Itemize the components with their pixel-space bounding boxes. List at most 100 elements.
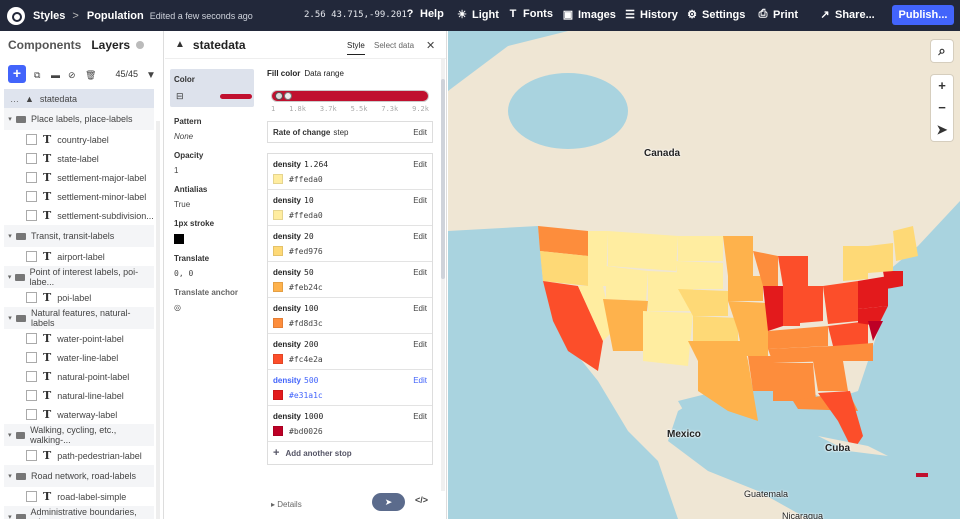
hide-eye-icon[interactable]: ⊘ [68,69,76,80]
stop-edit-button[interactable]: Edit [413,268,427,277]
stop-edit-button[interactable]: Edit [413,340,427,349]
color-stop-row[interactable]: density 500 Edit #e31a1c [268,370,432,406]
stop-color-swatch[interactable] [273,354,283,364]
color-ramp-slider[interactable] [271,90,429,102]
compass-north-button[interactable]: ➤ [936,122,948,137]
stop-color-swatch[interactable] [273,282,283,292]
caret-down-icon[interactable]: ▾ [7,432,12,439]
light-button[interactable]: ☀ Light [456,8,499,22]
property-translate[interactable]: Translate 0, 0 [165,254,254,278]
share-button[interactable]: ↗ Share... [819,8,874,22]
color-stop-row[interactable]: density 20 Edit #fed976 [268,226,432,262]
layer-group[interactable]: ▾ Transit, transit-labels [4,225,154,247]
details-toggle[interactable]: ▸ Details [271,499,302,509]
zoom-out-button[interactable]: − [938,100,946,115]
tab-select-data[interactable]: Select data [374,41,415,50]
add-layer-button[interactable]: + [8,65,26,83]
publish-button[interactable]: Publish... [892,5,954,25]
select-cursor-button[interactable]: ➤ [372,493,405,511]
layer-row-selected[interactable]: … ▲ statedata [4,89,154,108]
layer-group[interactable]: ▾ Road network, road-labels [4,465,154,487]
caret-down-icon[interactable]: ▾ [8,233,12,240]
stop-edit-button[interactable]: Edit [413,160,427,169]
fonts-button[interactable]: T Fonts [507,8,553,20]
stop-color-swatch[interactable] [273,246,283,256]
layer-group[interactable]: ▾ Administrative boundaries, ad... [4,506,154,519]
stop-edit-button[interactable]: Edit [413,412,427,421]
images-button[interactable]: ▣ Images [562,8,616,22]
print-button[interactable]: ⎙ Print [757,8,798,21]
layer-group[interactable]: ▾ Natural features, natural-labels [4,307,154,329]
help-button[interactable]: ? Help [404,8,444,20]
stop-edit-button[interactable]: Edit [413,232,427,241]
rate-of-change-row[interactable]: Rate of change step Edit [267,121,433,143]
color-stop-row[interactable]: density 100 Edit #fd8d3c [268,298,432,334]
caret-down-icon[interactable]: ▾ [8,315,12,322]
stop-color-swatch[interactable] [273,390,283,400]
stop-edit-button[interactable]: Edit [413,196,427,205]
tab-layers[interactable]: Layers [91,38,131,52]
stop-color-swatch[interactable] [273,426,283,436]
app-logo-icon[interactable] [7,6,25,25]
duplicate-icon[interactable]: ⧉ [34,69,41,80]
caret-down-icon[interactable]: ▾ [8,116,12,123]
layer-group[interactable]: ▾ Point of interest labels, poi-labe... [4,266,154,288]
layer-group[interactable]: ▾ Walking, cycling, etc., walking-... [4,424,154,446]
breadcrumb-styles[interactable]: Styles [33,9,66,22]
color-stop-row[interactable]: density 50 Edit #feb24c [268,262,432,298]
search-icon[interactable]: ⌕ [938,43,946,58]
breadcrumb-style-name[interactable]: Population [86,9,144,22]
rate-edit-button[interactable]: Edit [413,127,427,137]
stop-edit-button[interactable]: Edit [413,304,427,313]
caret-down-icon[interactable]: ▾ [8,473,12,480]
stop-color-swatch[interactable] [273,174,283,184]
property-antialias[interactable]: Antialias True [165,185,254,209]
color-stop-row[interactable]: density 10 Edit #ffeda0 [268,190,432,226]
property-pattern[interactable]: Pattern None [165,117,254,141]
color-stop-row[interactable]: density 1000 Edit #bd0026 [268,406,432,442]
property-stroke[interactable]: 1px stroke [165,219,254,244]
property-translate-anchor[interactable]: Translate anchor ◎ [165,288,254,312]
stop-color-swatch[interactable] [273,318,283,328]
trash-icon[interactable]: 🗑 [85,69,97,80]
code-view-button[interactable]: </> [415,495,429,505]
layer-group[interactable]: ▾ Place labels, place-labels [4,108,154,130]
layers-scrollbar[interactable] [156,121,160,519]
settings-button[interactable]: ⚙ Settings [686,8,745,22]
map-search-control[interactable]: ⌕ [931,40,953,62]
filter-icon[interactable]: ▼ [146,69,156,81]
group-folder-icon[interactable]: ▬ [51,69,60,80]
tab-components[interactable]: Components [8,38,82,52]
zoom-in-button[interactable]: + [938,78,946,93]
stop-color-swatch[interactable] [273,210,283,220]
property-opacity[interactable]: Opacity 1 [165,151,254,175]
map-canvas[interactable]: Canada Mexico Cuba Guatemala Nicaragua ⌕… [448,31,960,519]
range-min-handle[interactable] [275,92,283,100]
caret-down-icon[interactable]: ▾ [8,514,12,519]
caret-down-icon[interactable]: ▾ [7,274,12,281]
close-icon[interactable]: ✕ [426,40,436,52]
history-button[interactable]: ☰ History [624,8,678,22]
editor-scrollbar[interactable] [441,59,445,491]
range-handle[interactable] [284,92,292,100]
color-stop-row[interactable]: density 200 Edit #fc4e2a [268,334,432,370]
add-stop-button[interactable]: + Add another stop [268,442,432,464]
stop-edit-button[interactable]: Edit [413,376,427,385]
tab-style[interactable]: Style [347,41,365,55]
color-stop-row[interactable]: density 1.264 Edit #ffeda0 [268,154,432,190]
property-color[interactable]: Color ⊟ [170,69,254,107]
